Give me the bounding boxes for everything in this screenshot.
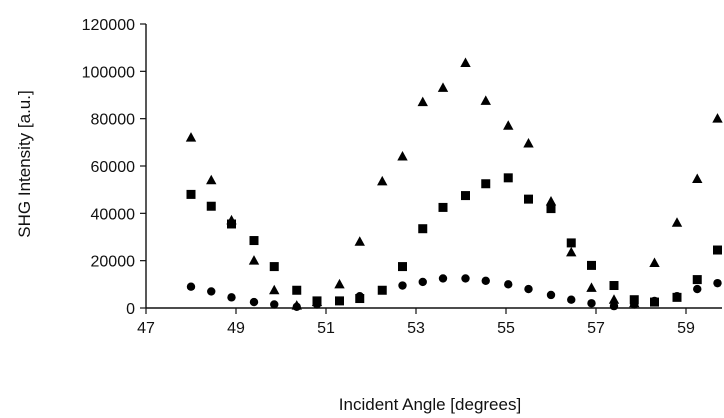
triangle-point bbox=[417, 96, 428, 107]
square-point bbox=[692, 275, 702, 285]
square-point bbox=[629, 295, 639, 305]
square-point bbox=[418, 224, 428, 234]
triangle-point bbox=[692, 173, 703, 184]
triangle-point bbox=[206, 174, 217, 185]
triangle-point bbox=[523, 138, 534, 148]
square-point bbox=[713, 245, 722, 255]
y-axis-title: SHG Intensity [a.u.] bbox=[15, 90, 34, 237]
y-tick-label: 60000 bbox=[91, 159, 136, 176]
circle-point bbox=[713, 278, 722, 288]
circle-point bbox=[312, 300, 322, 309]
square-point bbox=[227, 219, 236, 229]
x-tick-label: 55 bbox=[497, 320, 515, 337]
plot-area: 0 20000 40000 60000 80000 100000 120000 47 49 51 5… bbox=[82, 17, 723, 337]
square-point bbox=[546, 204, 556, 214]
x-tick-label: 59 bbox=[677, 320, 695, 337]
circle-point bbox=[227, 293, 236, 302]
x-tick-label: 47 bbox=[137, 320, 155, 337]
circle-point bbox=[418, 277, 427, 287]
circle-point bbox=[546, 290, 556, 300]
square-point bbox=[524, 194, 533, 204]
triangle-point bbox=[437, 82, 449, 92]
circle-point bbox=[693, 284, 702, 294]
circle-point bbox=[398, 281, 407, 290]
triangle-point bbox=[503, 120, 514, 130]
square-point bbox=[438, 202, 448, 212]
square-point bbox=[292, 285, 302, 295]
circle-point bbox=[672, 291, 682, 301]
circle-point bbox=[186, 282, 196, 291]
square-point bbox=[503, 173, 513, 183]
square-point bbox=[609, 281, 619, 291]
x-tick-label: 53 bbox=[407, 320, 425, 337]
triangle-point bbox=[354, 236, 365, 246]
circle-point bbox=[292, 302, 301, 312]
circle-point bbox=[504, 280, 513, 289]
square-point bbox=[461, 191, 470, 201]
triangle-point bbox=[566, 246, 577, 257]
triangle-point bbox=[712, 113, 723, 123]
circle-point bbox=[335, 296, 344, 306]
triangle-point bbox=[545, 196, 557, 206]
y-tick-label: 120000 bbox=[82, 17, 135, 34]
triangle-point bbox=[185, 132, 197, 142]
y-tick-label: 80000 bbox=[91, 112, 136, 129]
triangle-point bbox=[480, 95, 491, 105]
x-tick-label: 49 bbox=[227, 320, 245, 337]
circle-point bbox=[567, 295, 576, 304]
circle-point bbox=[650, 296, 659, 306]
circle-point bbox=[207, 287, 216, 296]
square-point bbox=[587, 260, 596, 270]
square-point bbox=[249, 236, 259, 246]
square-point bbox=[186, 189, 196, 199]
y-tick-label: 40000 bbox=[91, 206, 136, 223]
square-point bbox=[398, 262, 407, 272]
triangle-point bbox=[334, 278, 345, 289]
triangle-point bbox=[248, 255, 260, 265]
circle-point bbox=[438, 274, 448, 283]
y-tick-label: 100000 bbox=[82, 64, 135, 81]
triangle-point bbox=[608, 294, 620, 304]
x-tick-label: 51 bbox=[317, 320, 335, 337]
triangle-point bbox=[586, 282, 597, 292]
triangle-point bbox=[649, 257, 660, 268]
triangle-point bbox=[269, 284, 280, 295]
triangle-point bbox=[397, 151, 408, 161]
square-point bbox=[206, 201, 216, 211]
square-point bbox=[566, 238, 576, 248]
triangle-point bbox=[460, 57, 471, 68]
triangle-point bbox=[377, 175, 388, 186]
triangle-point bbox=[671, 217, 683, 227]
circle-point bbox=[355, 291, 364, 301]
square-point bbox=[481, 179, 491, 189]
circle-point bbox=[461, 274, 470, 283]
circle-point bbox=[524, 284, 533, 294]
y-tick-label: 0 bbox=[126, 301, 135, 318]
y-tick-label: 20000 bbox=[91, 254, 136, 271]
circle-point bbox=[378, 286, 387, 295]
circle-point bbox=[609, 301, 619, 311]
circle-point bbox=[630, 300, 639, 309]
x-axis-title: Incident Angle [degrees] bbox=[339, 395, 521, 414]
circle-point bbox=[481, 276, 490, 285]
circle-point bbox=[249, 297, 259, 307]
circle-point bbox=[270, 300, 279, 309]
x-tick-label: 57 bbox=[587, 320, 605, 337]
circle-point bbox=[587, 299, 596, 308]
square-point bbox=[269, 262, 279, 272]
